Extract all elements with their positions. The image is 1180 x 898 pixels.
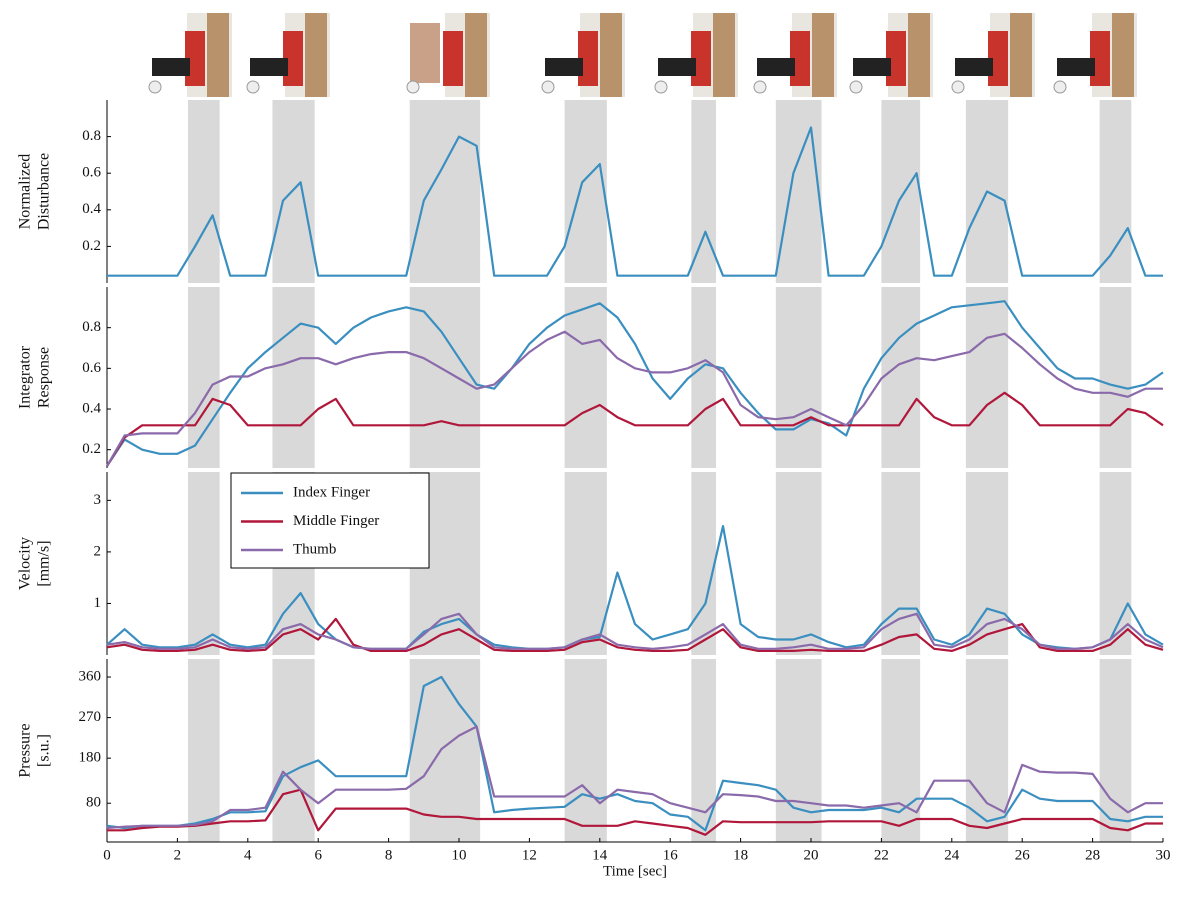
y-axis-label: Pressure <box>17 723 34 777</box>
highlight-span <box>881 659 920 842</box>
panel-gap <box>108 468 1164 472</box>
photo <box>1054 13 1137 97</box>
legend-label: Middle Finger <box>293 513 379 529</box>
x-tick-label: 20 <box>804 847 819 863</box>
highlight-span <box>966 659 1008 842</box>
highlight-span <box>565 659 607 842</box>
highlight-span <box>1100 100 1132 283</box>
highlight-span <box>776 659 822 842</box>
y-tick-label: 180 <box>79 750 102 766</box>
y-tick-label: 0.2 <box>82 238 101 254</box>
x-tick-label: 6 <box>314 847 322 863</box>
highlight-span <box>188 659 220 842</box>
x-tick-label: 30 <box>1156 847 1171 863</box>
panel-gap <box>108 283 1164 287</box>
photo-strip <box>149 13 1137 97</box>
y-tick-label: 3 <box>94 492 102 508</box>
x-tick-label: 18 <box>733 847 748 863</box>
legend-label: Index Finger <box>293 484 370 500</box>
photo <box>247 13 330 97</box>
highlight-span <box>691 287 716 468</box>
y-tick-label: 0.2 <box>82 441 101 457</box>
highlight-span <box>966 472 1008 655</box>
y-tick-label: 80 <box>86 795 101 811</box>
y-tick-label: 1 <box>94 595 102 611</box>
y-axis-label: [mm/s] <box>36 540 53 586</box>
x-tick-label: 8 <box>385 847 393 863</box>
highlight-span <box>881 100 920 283</box>
x-tick-label: 12 <box>522 847 537 863</box>
photo <box>850 13 933 97</box>
y-axis-label: Velocity <box>17 537 34 590</box>
highlight-span <box>565 472 607 655</box>
y-tick-label: 0.8 <box>82 128 101 144</box>
x-tick-label: 24 <box>944 847 960 863</box>
x-tick-label: 4 <box>244 847 252 863</box>
highlight-span <box>272 659 314 842</box>
y-axis-label: Disturbance <box>36 153 53 230</box>
x-tick-label: 26 <box>1015 847 1031 863</box>
highlight-span <box>410 287 480 468</box>
highlight-span <box>881 472 920 655</box>
highlight-span <box>776 100 822 283</box>
y-tick-label: 0.6 <box>82 360 101 376</box>
highlight-span <box>691 472 716 655</box>
photo <box>655 13 738 97</box>
highlight-span <box>188 287 220 468</box>
x-axis-label: Time [sec] <box>603 863 667 879</box>
panel-gap <box>108 655 1164 659</box>
x-tick-label: 16 <box>663 847 679 863</box>
x-tick-label: 22 <box>874 847 889 863</box>
y-tick-label: 270 <box>79 709 102 725</box>
legend-label: Thumb <box>293 541 336 557</box>
y-tick-label: 0.4 <box>82 400 101 416</box>
photo <box>952 13 1035 97</box>
x-tick-label: 10 <box>452 847 467 863</box>
y-tick-label: 0.4 <box>82 201 101 217</box>
photo <box>542 13 625 97</box>
x-tick-label: 2 <box>174 847 182 863</box>
y-axis-label: Integrator <box>17 345 34 409</box>
y-axis-label: [s.u.] <box>36 734 53 767</box>
x-tick-label: 14 <box>592 847 608 863</box>
highlight-span <box>188 100 220 283</box>
highlight-span <box>881 287 920 468</box>
y-tick-label: 2 <box>94 543 102 559</box>
y-tick-label: 0.8 <box>82 319 101 335</box>
highlight-span <box>565 100 607 283</box>
highlight-span <box>188 472 220 655</box>
photo <box>754 13 837 97</box>
highlight-span <box>272 100 314 283</box>
x-tick-label: 0 <box>103 847 111 863</box>
highlight-span <box>410 659 480 842</box>
photo <box>407 13 490 97</box>
highlight-span <box>966 287 1008 468</box>
highlight-span <box>776 472 822 655</box>
x-tick-label: 28 <box>1085 847 1100 863</box>
highlight-span <box>272 287 314 468</box>
y-axis-label: Normalized <box>17 154 34 230</box>
y-tick-label: 360 <box>79 668 102 684</box>
highlight-span <box>691 659 716 842</box>
highlight-span <box>1100 287 1132 468</box>
legend: Index Finger Middle Finger Thumb <box>231 473 429 568</box>
highlight-span <box>410 100 480 283</box>
y-axis-label: Response <box>36 347 53 408</box>
highlight-span <box>776 287 822 468</box>
figure: 0.2 0.4 0.6 0.8 NormalizedDisturbance 0.2 0.4 0… <box>0 0 1180 898</box>
y-tick-label: 0.6 <box>82 165 101 181</box>
photo <box>149 13 232 97</box>
